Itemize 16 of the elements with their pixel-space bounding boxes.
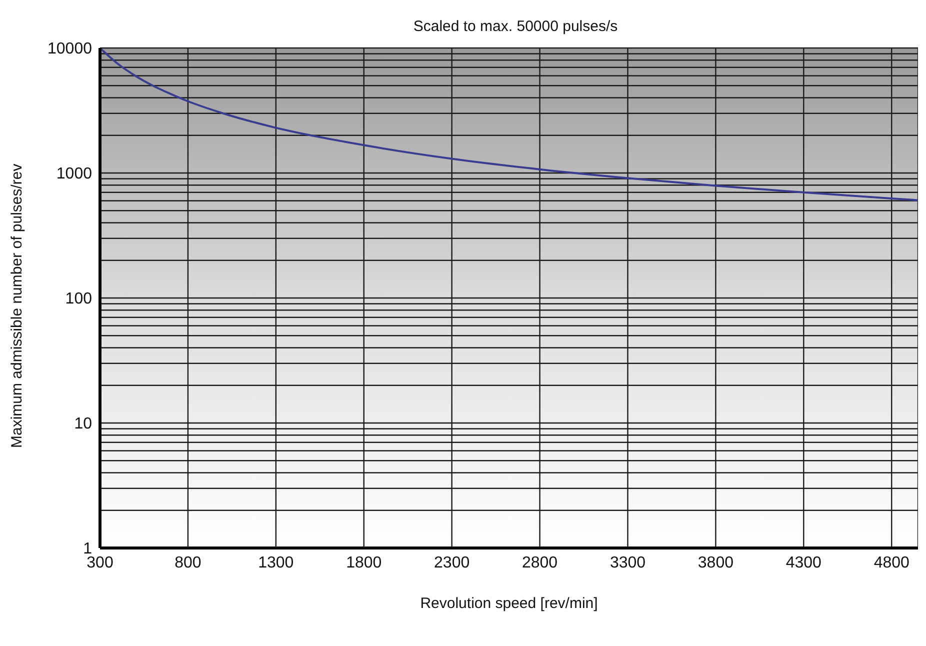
x-tick-label: 4300 <box>786 554 822 572</box>
y-axis-title: Maximum admissible number of pulses/rev <box>8 163 26 448</box>
x-tick-label: 800 <box>174 554 202 572</box>
chart-title: Scaled to max. 50000 pulses/s <box>412 18 619 35</box>
y-tick-label: 10 <box>74 416 92 433</box>
y-tick-label: 100 <box>65 290 92 308</box>
x-tick-label: 1300 <box>258 554 294 572</box>
x-tick-label: 4800 <box>874 554 910 572</box>
y-tick-label: 1000 <box>56 166 92 183</box>
y-tick-label: 10000 <box>48 40 92 58</box>
x-tick-label: 3300 <box>610 554 646 572</box>
x-tick-label: 3800 <box>698 554 734 572</box>
x-axis-title: Revolution speed [rev/min] <box>420 595 598 612</box>
x-tick-label: 2300 <box>434 554 470 572</box>
x-tick-label: 2800 <box>522 554 558 572</box>
x-tick-label: 1800 <box>346 554 382 572</box>
